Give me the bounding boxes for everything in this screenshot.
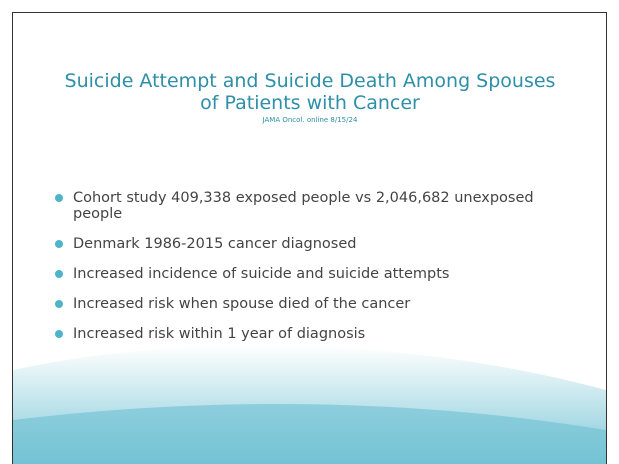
citation: JAMA Oncol. online 8/15/24: [262, 116, 358, 124]
bullet-list: Cohort study 409,338 exposed people vs 2…: [55, 190, 575, 356]
bullet: Increased risk when spouse died of the c…: [55, 296, 575, 312]
bullet: Cohort study 409,338 exposed people vs 2…: [55, 190, 575, 222]
bullet: Increased incidence of suicide and suici…: [55, 266, 575, 282]
bullet: Increased risk within 1 year of diagnosi…: [55, 326, 575, 342]
slide-title: Suicide Attempt and Suicide Death Among …: [64, 70, 556, 114]
bullet: Denmark 1986-2015 cancer diagnosed: [55, 236, 575, 252]
